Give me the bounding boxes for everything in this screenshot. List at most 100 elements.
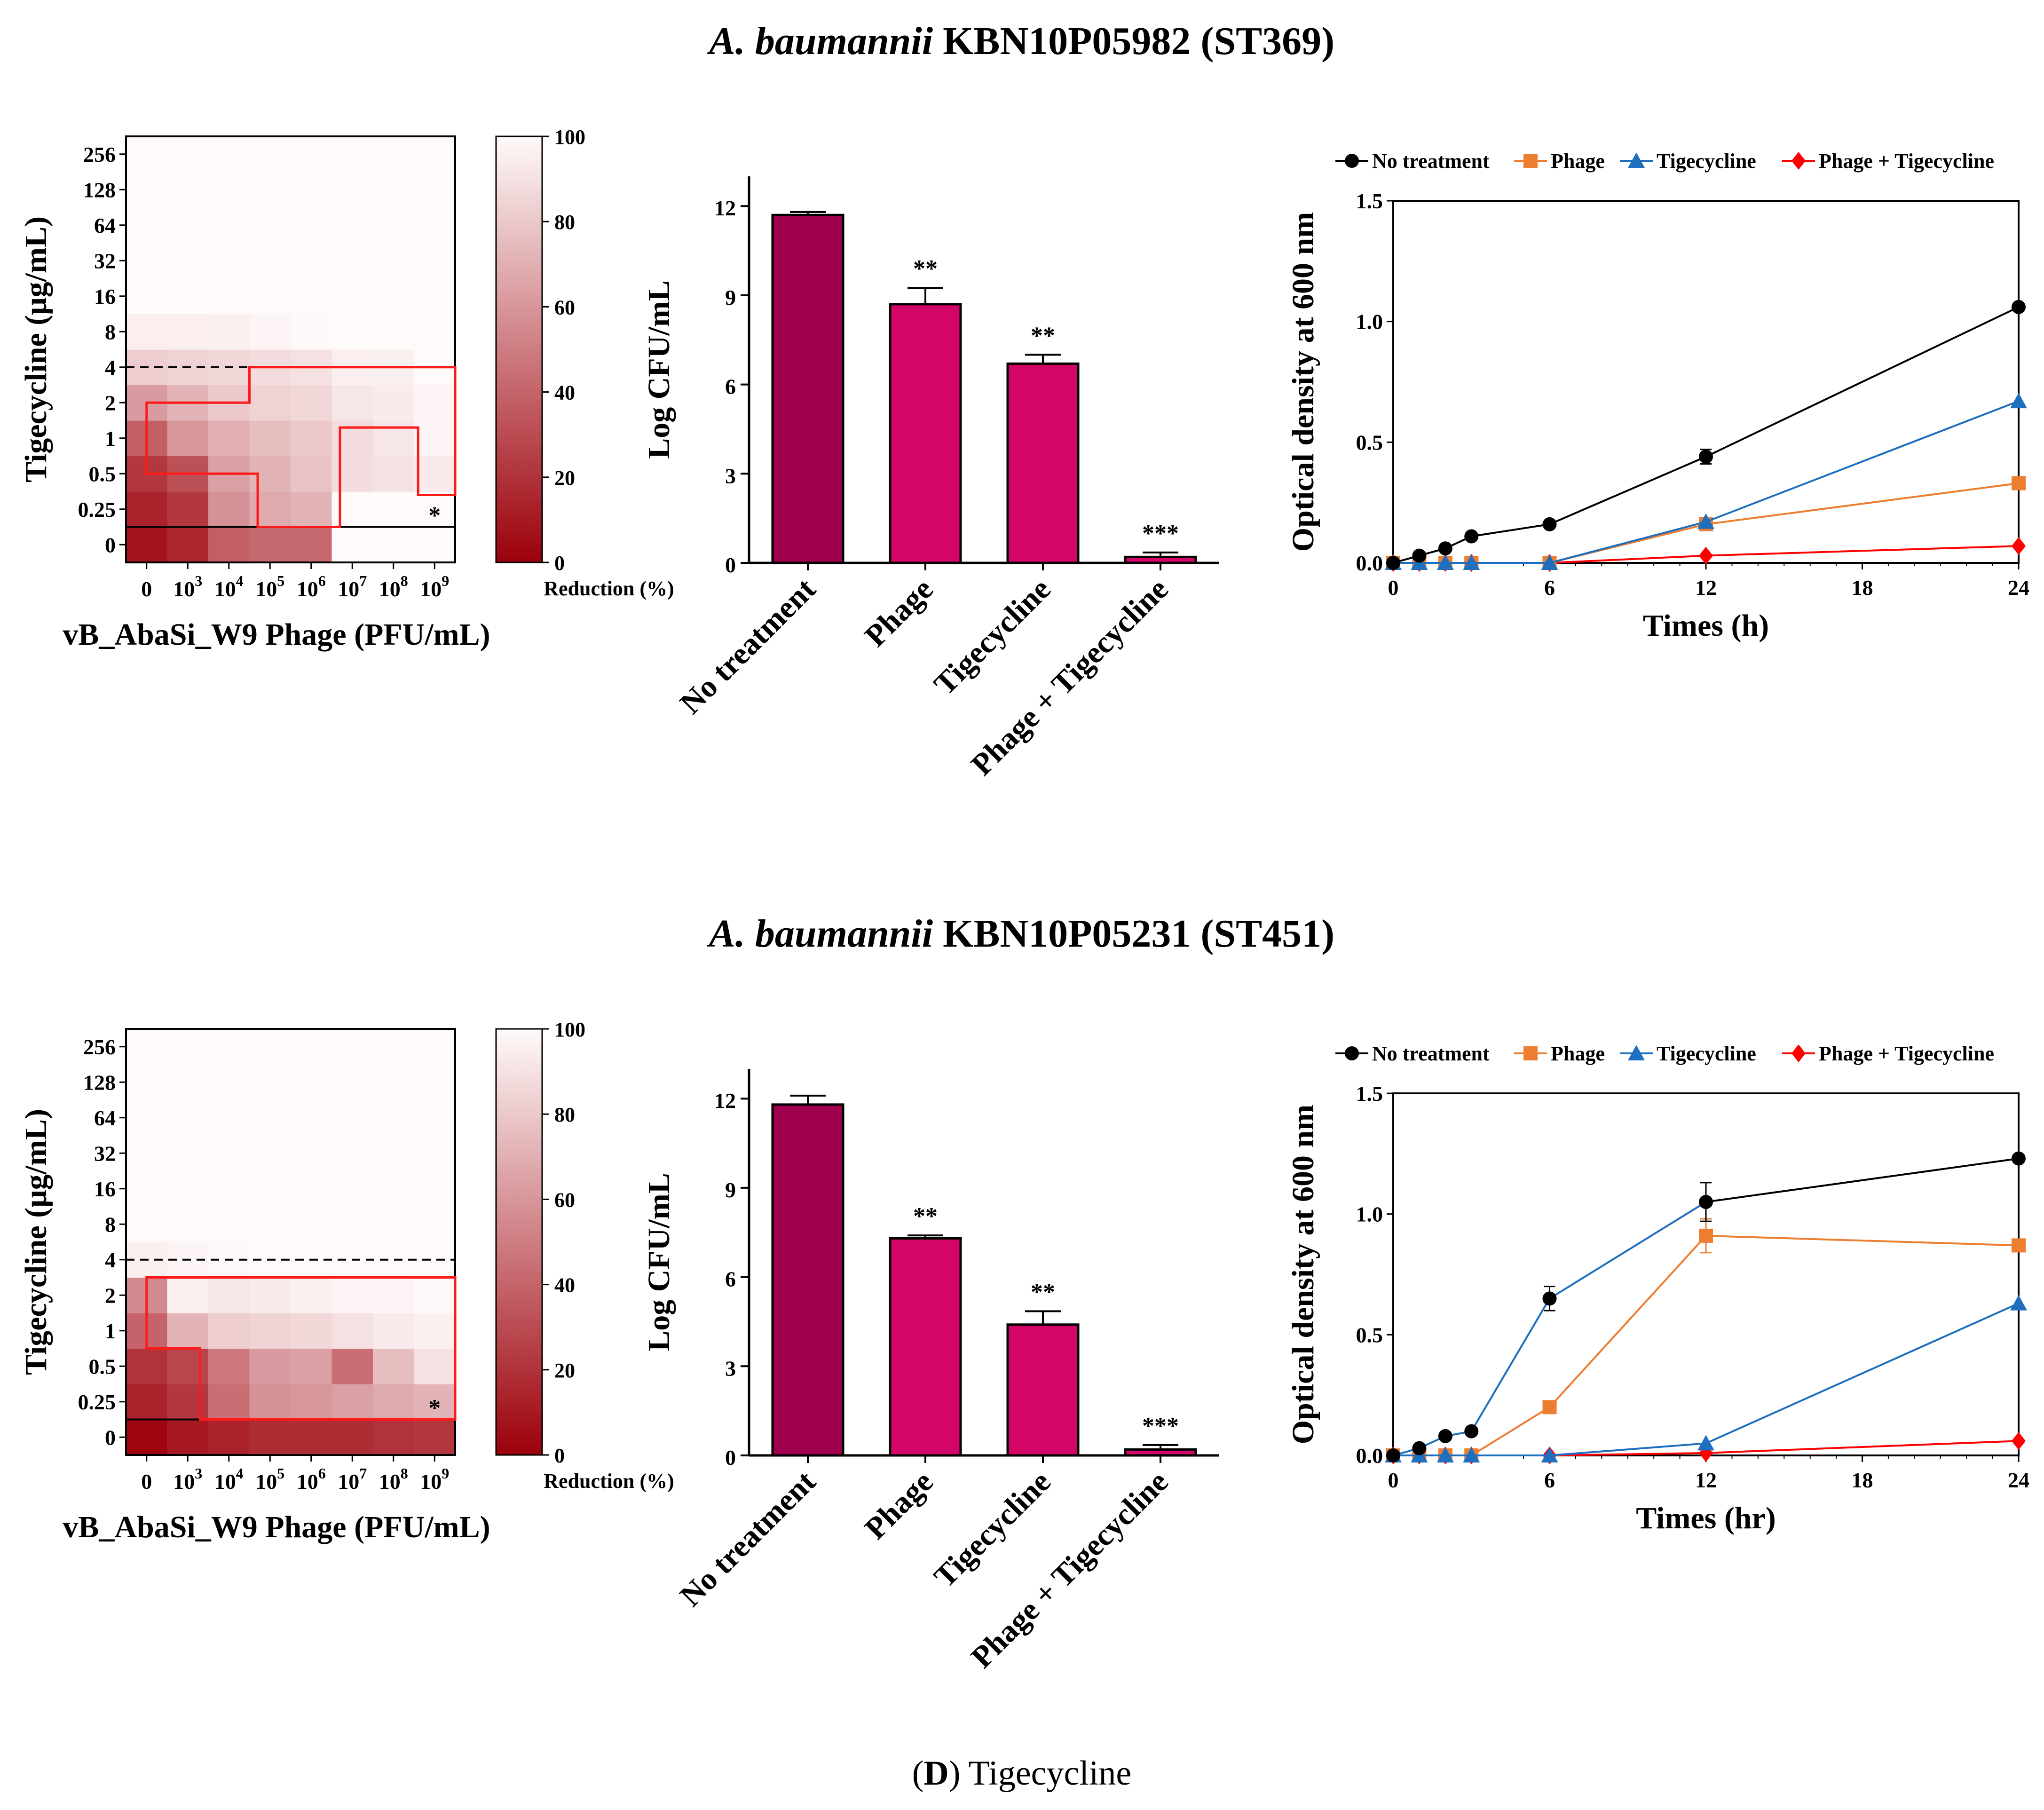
xtick-base: 0 (141, 577, 152, 601)
heatmap-cell (249, 1206, 291, 1242)
line-xtick-label: 12 (1695, 576, 1717, 600)
line-xtick-label: 12 (1695, 1468, 1717, 1492)
heatmap-ytick-label: 0 (105, 1425, 116, 1449)
heatmap-cell (249, 207, 291, 244)
line-ytick-label: 1.5 (1356, 189, 1383, 213)
heatmap-xtick-label: 105 (255, 572, 284, 601)
bar (1124, 555, 1197, 564)
legend-label: Phage + Tigecycline (1819, 150, 1994, 173)
heatmap-xtick-label: 109 (420, 572, 449, 601)
marker-triangle (1463, 1447, 1480, 1462)
panel-title-italic: A. baumannii (707, 912, 933, 956)
xtick-exponent: 5 (277, 1465, 284, 1482)
heatmap-cell (291, 1100, 332, 1136)
legend-label: Phage + Tigecycline (1819, 1042, 1994, 1065)
heatmap-xtick-label: 105 (255, 1465, 284, 1494)
heatmap-cell (167, 1029, 209, 1065)
marker-circle (1542, 1291, 1557, 1306)
heatmap-cell (208, 314, 250, 350)
heatmap-cell (414, 1029, 456, 1065)
heatmap-cell (331, 1135, 373, 1171)
series-line (1393, 400, 2019, 564)
heatmap-cell (414, 243, 456, 279)
colorbar-tick-label: 0 (554, 552, 565, 575)
marker-diamond (1791, 152, 1806, 170)
xtick-base: 10 (214, 1470, 236, 1494)
heatmap-cell (208, 491, 250, 528)
line-xtick-label: 6 (1544, 1468, 1555, 1492)
marker-circle (1386, 1448, 1400, 1462)
heatmap-cell (291, 314, 332, 350)
heatmap-cell (126, 1348, 168, 1384)
bar-ytick-label: 3 (725, 464, 736, 488)
heatmap-cell (208, 136, 250, 173)
heatmap-cell (249, 278, 291, 315)
colorbar-tick-label: 20 (554, 1359, 575, 1382)
line-ylabel: Optical density at 600 nm (1286, 212, 1320, 552)
heatmap-cell (126, 1384, 168, 1420)
bar-category-label: Phage (858, 1464, 939, 1546)
heatmap-cell (373, 1419, 415, 1455)
synergy-outline (145, 1276, 457, 1421)
marker-triangle (1697, 513, 1714, 529)
marker-circle (1438, 541, 1452, 556)
heatmap-cell (208, 1313, 250, 1349)
heatmap-cell (291, 420, 332, 457)
heatmap-cell (373, 491, 415, 528)
bar-ytick-label: 6 (725, 375, 736, 399)
heatmap-cell (291, 1277, 332, 1313)
line-xtick-label: 24 (2008, 1468, 2029, 1492)
line-ytick-label: 0.0 (1356, 551, 1383, 575)
colorbar-label: Reduction (%) (544, 577, 674, 600)
heatmap-cell (331, 1419, 373, 1455)
heatmap-cell (126, 172, 168, 208)
heatmap-cell (414, 278, 456, 315)
heatmap-cell (414, 420, 456, 457)
heatmap-cell (249, 1384, 291, 1420)
series-no-treatment (1386, 300, 2026, 570)
heatmap-xtick-label: 108 (379, 572, 408, 601)
heatmap-xtick-label: 0 (141, 577, 152, 601)
heatmap-cell (373, 1384, 415, 1420)
heatmap-cell (373, 1135, 415, 1171)
line-xtick-label: 24 (2008, 576, 2029, 600)
heatmap-cell (414, 1384, 456, 1420)
line-ytick-label: 1.0 (1356, 310, 1383, 334)
heatmap-cell (126, 491, 168, 528)
heatmap-cell (208, 1029, 250, 1065)
heatmap-cell (291, 1029, 332, 1065)
heatmap-cell (331, 314, 373, 350)
heatmap-cell (414, 1313, 456, 1349)
xtick-base: 10 (379, 1470, 401, 1494)
bar-ylabel: Log CFU/mL (642, 1173, 676, 1352)
line-ytick-label: 0.5 (1356, 1323, 1383, 1347)
colorbar-tick-label: 0 (554, 1444, 565, 1467)
heatmap-cell (167, 1100, 209, 1136)
bar-category-label: Phage (858, 572, 939, 653)
heatmap-cell (126, 314, 168, 350)
heatmap-cell (291, 1419, 332, 1455)
line-ytick-label: 1.0 (1356, 1202, 1383, 1226)
xtick-base: 10 (338, 1470, 359, 1494)
heatmap-xtick-label: 109 (420, 1465, 449, 1494)
panel-2: A. baumannii KBN10P05231 (ST451) 0 0.25 0.5… (19, 912, 2029, 1675)
line-ytick-label: 0.5 (1356, 430, 1383, 454)
heatmap-cell (126, 1206, 168, 1242)
heatmap-cell (373, 1277, 415, 1313)
heatmap-xlabel: vB_AbaSi_W9 Phage (PFU/mL) (63, 617, 490, 652)
line-xlabel: Times (h) (1643, 609, 1769, 643)
marker-circle (1464, 1424, 1479, 1439)
marker-diamond (1791, 1044, 1806, 1062)
heatmap-cell (249, 491, 291, 528)
heatmap-ytick-label: 64 (94, 213, 116, 237)
caption-prefix: ( (912, 1754, 924, 1793)
heatmap-cell (249, 243, 291, 279)
heatmap-cell (208, 1135, 250, 1171)
heatmap-cell (291, 527, 332, 563)
bar (771, 213, 844, 564)
heatmap-cell (167, 491, 209, 528)
heatmap-cell (291, 456, 332, 492)
heatmap-cell (414, 1100, 456, 1136)
line-ytick-label: 1.5 (1356, 1082, 1383, 1106)
colorbar (495, 135, 543, 563)
